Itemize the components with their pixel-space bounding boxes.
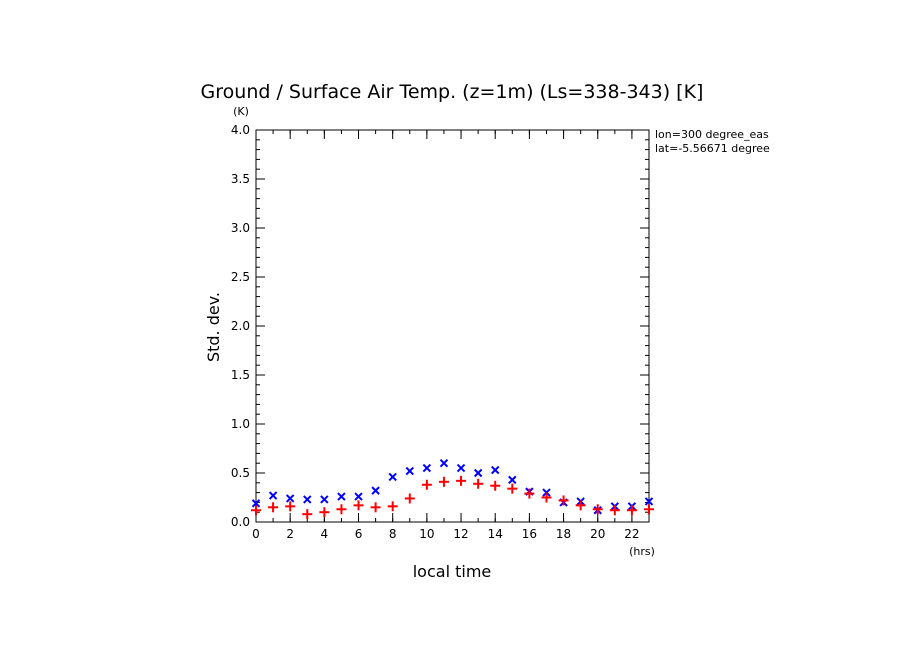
data-point-plus-marker	[558, 495, 569, 506]
data-point-plus-marker	[644, 504, 654, 515]
data-point-plus-marker	[387, 501, 398, 512]
data-point-plus-marker	[251, 505, 261, 516]
data-point-plus-marker	[353, 500, 364, 511]
data-point-plus-marker	[592, 504, 603, 515]
y-tick-label: 1.5	[231, 368, 250, 382]
x-tick-label: 8	[389, 527, 397, 541]
y-tick-label: 0.5	[231, 466, 250, 480]
y-tick-label: 1.0	[231, 417, 250, 431]
x-tick-labels: 0 2 4 6 8 10 12 14 16 18 20 22	[252, 527, 639, 541]
data-point-plus-marker	[473, 478, 484, 489]
data-point-x-marker	[337, 492, 346, 501]
data-point-x-marker	[405, 466, 414, 476]
data-point-plus-marker	[575, 500, 586, 511]
data-point-x-marker	[354, 492, 363, 501]
x-tick-label: 18	[556, 527, 571, 541]
x-axis-title: local time	[413, 562, 492, 581]
data-point-x-marker	[473, 468, 483, 478]
x-tick-label: 0	[252, 527, 260, 541]
latitude-annotation: lat=-5.56671 degree	[655, 142, 770, 155]
x-tick-label: 4	[321, 527, 329, 541]
data-point-plus-marker	[609, 505, 620, 516]
y-tick-label: 2.0	[231, 319, 250, 333]
data-point-x-marker	[303, 495, 312, 504]
y-unit-label: (K)	[233, 105, 249, 118]
x-tick-label: 2	[286, 527, 294, 541]
x-tick-label: 12	[453, 527, 468, 541]
data-markers	[251, 458, 654, 520]
longitude-annotation: lon=300 degree_eas	[655, 128, 769, 141]
data-point-plus-marker	[404, 493, 415, 504]
y-tick-label: 2.5	[231, 270, 250, 284]
data-point-x-marker	[439, 458, 449, 468]
data-point-plus-marker	[490, 480, 501, 491]
data-point-x-marker	[251, 499, 261, 508]
data-point-plus-marker	[319, 507, 330, 518]
x-tick-label: 10	[419, 527, 434, 541]
y-tick-label: 3.5	[231, 172, 250, 186]
x-tick-label: 14	[488, 527, 503, 541]
data-point-plus-marker	[524, 488, 535, 499]
y-axis-title: Std. dev.	[204, 292, 223, 362]
data-point-x-marker	[422, 463, 432, 473]
data-point-x-marker	[644, 497, 654, 506]
data-point-x-marker	[508, 475, 517, 485]
data-point-x-marker	[456, 463, 466, 473]
data-point-plus-marker	[626, 505, 637, 516]
x-tick-label: 16	[522, 527, 537, 541]
data-point-x-marker	[268, 491, 278, 500]
data-point-plus-marker	[541, 492, 552, 503]
data-point-x-marker	[371, 486, 380, 495]
data-point-plus-marker	[302, 509, 313, 520]
data-point-plus-marker	[370, 502, 381, 513]
x-tick-label: 6	[355, 527, 363, 541]
data-point-x-marker	[320, 495, 329, 504]
y-tick-label: 4.0	[231, 123, 250, 137]
x-tick-label: 20	[590, 527, 605, 541]
data-point-x-marker	[388, 472, 397, 482]
data-point-x-marker	[491, 465, 500, 475]
chart-title: Ground / Surface Air Temp. (z=1m) (Ls=33…	[201, 81, 704, 103]
data-point-plus-marker	[285, 501, 296, 512]
y-tick-labels: 0.0 0.5 1.0 1.5 2.0 2.5 3.0 3.5 4.0	[231, 123, 250, 529]
plot-frame	[255, 129, 650, 523]
data-point-plus-marker	[438, 476, 449, 487]
data-point-plus-marker	[507, 483, 518, 494]
y-tick-label: 0.0	[231, 515, 250, 529]
axis-ticks	[255, 129, 650, 523]
x-unit-label: (hrs)	[629, 545, 655, 558]
data-point-plus-marker	[336, 504, 347, 515]
y-tick-label: 3.0	[231, 221, 250, 235]
data-point-plus-marker	[268, 502, 279, 513]
data-point-plus-marker	[421, 479, 432, 490]
x-tick-label: 22	[624, 527, 639, 541]
data-point-plus-marker	[456, 475, 467, 486]
data-point-x-marker	[285, 494, 295, 503]
